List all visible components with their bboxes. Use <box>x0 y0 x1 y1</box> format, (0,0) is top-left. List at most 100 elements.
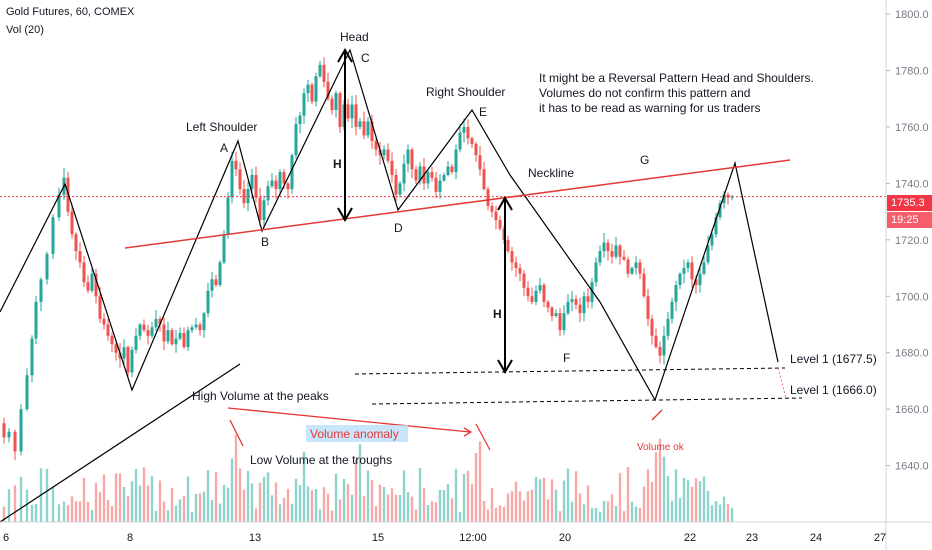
price-axis[interactable]: 1640.0 1660.0 1680.0 1700.0 1720.0 1740.0 1760… <box>885 0 929 550</box>
candle-body <box>394 174 398 195</box>
label-f: F <box>563 351 570 365</box>
candle-body <box>78 251 82 263</box>
candle-body <box>682 268 686 274</box>
time-axis[interactable]: 6 8 13 15 12:00 20 22 23 24 27 <box>0 521 932 544</box>
volume-bars <box>2 434 734 522</box>
volume-bar <box>134 468 138 522</box>
volume-bar <box>86 501 90 522</box>
candle-body <box>318 64 322 77</box>
candle-body <box>442 174 446 181</box>
volume-bar <box>446 484 450 522</box>
candle-body <box>158 318 162 325</box>
volume-bar <box>78 501 82 522</box>
volume-bar <box>650 482 654 522</box>
candle-body <box>186 330 190 348</box>
label-e: E <box>479 105 487 119</box>
volume-bar <box>462 473 466 522</box>
volume-bar <box>562 480 566 522</box>
volume-bar <box>530 489 534 522</box>
volume-bar <box>494 507 498 522</box>
volume-bar <box>162 501 166 522</box>
candle-body <box>650 318 654 336</box>
volume-bar <box>210 499 214 522</box>
candle-body <box>39 279 43 302</box>
volume-bar <box>662 456 666 522</box>
volume-bar <box>434 502 438 522</box>
candle-body <box>330 98 334 111</box>
volume-bar <box>394 494 398 522</box>
candle-body <box>294 124 298 156</box>
candle-body <box>94 273 98 297</box>
candle-body <box>174 338 178 345</box>
candle-body <box>130 349 134 373</box>
volume-bar <box>45 468 49 522</box>
volume-bar <box>546 499 550 522</box>
volume-bar <box>114 473 118 522</box>
volume-bar <box>638 507 642 522</box>
volume-bar <box>678 497 682 522</box>
volume-bar <box>694 478 698 522</box>
volume-bar <box>410 496 414 522</box>
volume-bar <box>714 501 718 522</box>
candle-body <box>702 262 706 274</box>
time-tick-label: 13 <box>249 532 261 544</box>
candle-body <box>666 318 670 336</box>
volume-bar <box>622 511 626 522</box>
volume-bar <box>170 487 174 522</box>
volume-bar <box>130 481 134 522</box>
candle-body <box>466 126 470 139</box>
candle-body <box>218 262 222 285</box>
volume-bar <box>386 494 390 522</box>
candle-body <box>298 115 302 125</box>
volume-bar <box>626 467 630 522</box>
candle-body <box>490 205 494 212</box>
volume-bar <box>374 506 378 522</box>
comment-line-3: it has to be read as warning for us trad… <box>539 101 760 115</box>
volume-bar <box>618 472 622 522</box>
volume-bar <box>366 470 370 522</box>
trendline-bottom <box>0 363 241 523</box>
volume-bar <box>406 492 410 522</box>
candle-body <box>438 180 442 192</box>
candle-body <box>686 262 690 269</box>
volume-bar <box>318 509 322 522</box>
candle-body <box>498 220 502 229</box>
volume-bar <box>62 501 66 522</box>
candle-body <box>698 273 702 285</box>
volume-bar <box>154 510 158 522</box>
candle-body <box>654 335 658 348</box>
volume-bar <box>646 469 650 522</box>
volume-bar <box>498 505 502 522</box>
volume-bar <box>198 493 202 522</box>
candle-body <box>57 194 61 218</box>
volume-bar <box>214 472 218 522</box>
candle-body <box>338 93 342 127</box>
volume-bar <box>730 507 734 522</box>
candle-body <box>82 262 86 283</box>
candle-body <box>558 313 562 331</box>
label-high-volume: High Volume at the peaks <box>192 389 329 403</box>
candle-body <box>550 307 554 317</box>
candle-body <box>154 318 158 328</box>
volume-bar <box>254 508 258 522</box>
volume-bar <box>166 510 170 522</box>
candle-body <box>474 143 478 156</box>
volume-bar <box>334 473 338 522</box>
price-tick-label: 1760.0 <box>895 122 929 134</box>
candle-body <box>370 121 374 142</box>
volume-bar <box>630 501 634 522</box>
volume-bar <box>206 470 210 522</box>
volume-bar <box>590 507 594 522</box>
volume-bar <box>550 479 554 522</box>
volume-bar <box>390 488 394 522</box>
volume-bar <box>250 483 254 522</box>
candle-body <box>690 262 694 280</box>
candle-body <box>510 251 514 263</box>
volume-bar <box>722 496 726 522</box>
volume-bar <box>266 472 270 522</box>
volume-bar <box>30 504 34 522</box>
volume-bar <box>202 491 206 522</box>
label-low-volume: Low Volume at the troughs <box>250 453 392 467</box>
candle-body <box>658 347 662 356</box>
